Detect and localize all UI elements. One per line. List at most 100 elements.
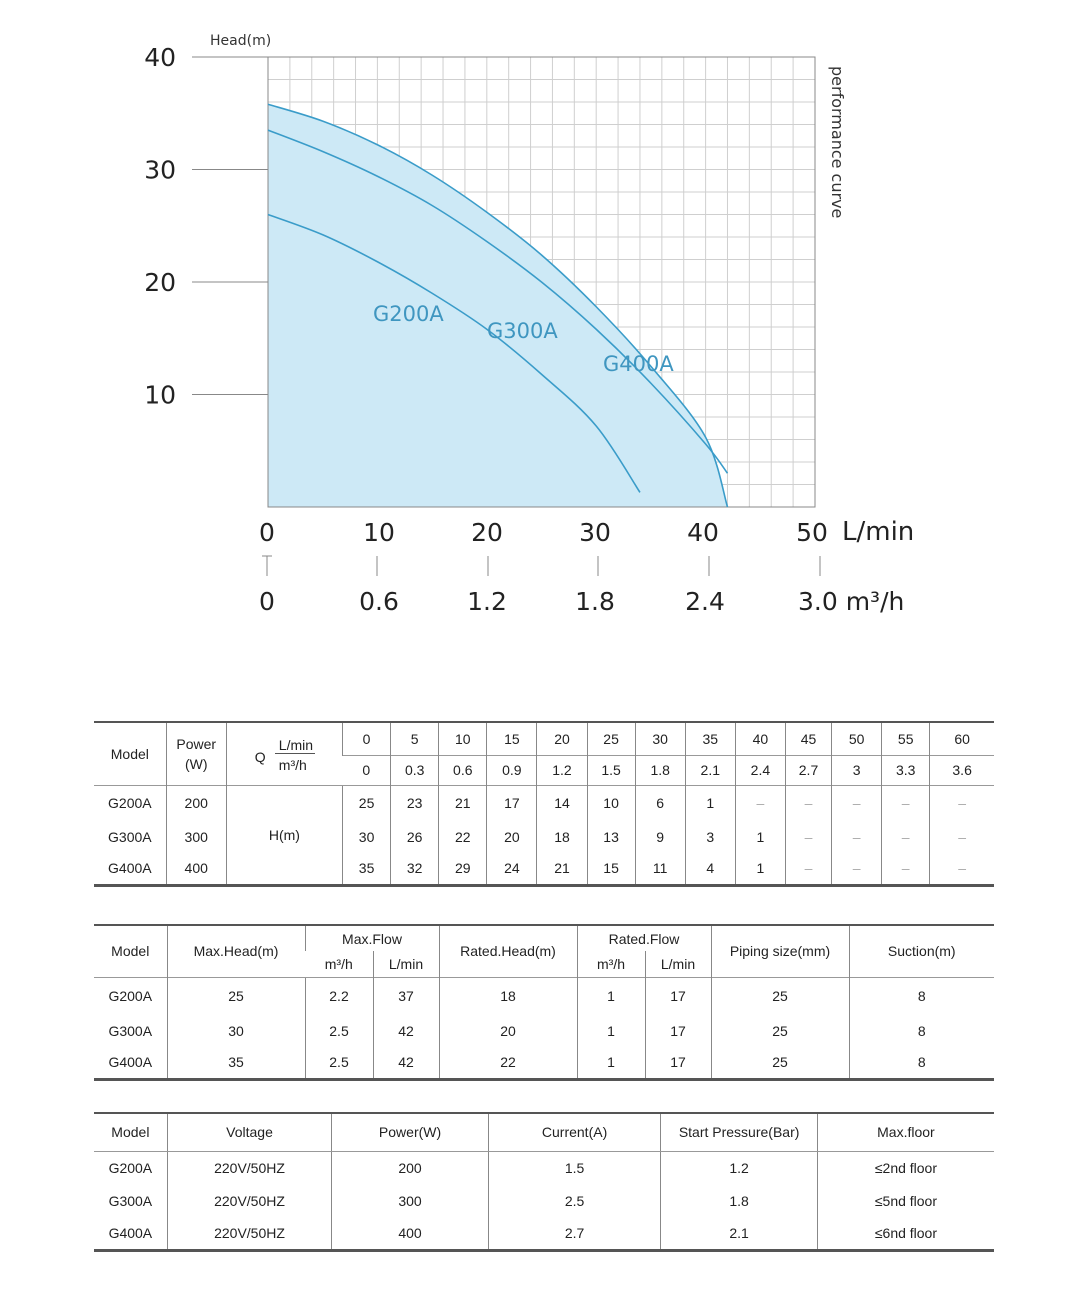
head-value-cell: –	[734, 784, 786, 821]
head-value-cell: 23	[390, 784, 439, 821]
flow-lmin-cell: 35	[684, 722, 736, 755]
header-q: Q L/min m³/h	[225, 722, 343, 785]
head-value-cell: –	[881, 784, 930, 821]
y-tick-label: 20	[144, 268, 176, 297]
start-pressure-cell: 1.2	[660, 1151, 818, 1184]
flow-lmin-cell: 60	[929, 722, 994, 755]
head-value-cell: –	[929, 784, 994, 821]
header-max-head: Max.Head(m)	[166, 925, 305, 977]
rated-flow-lmin-cell: 17	[644, 1015, 711, 1047]
head-value-cell: 32	[390, 853, 439, 885]
model-cell: G300A	[108, 1023, 153, 1039]
rated-flow-lmin-cell: 17	[644, 976, 711, 1015]
flow-lmin-cell: 20	[536, 722, 588, 755]
start-pressure-cell: 1.8	[660, 1184, 818, 1217]
table-row: G200A 25 2.2 37 18 1 17 25 8	[94, 976, 994, 1015]
head-value-cell: 30	[342, 821, 391, 853]
series-label-g400a: G400A	[603, 352, 674, 376]
y-tick-label: 10	[144, 381, 176, 410]
table-row: G300A 300 30 26 22 20 18 13 9 3 1– – – –	[94, 821, 994, 853]
head-value-cell: 1	[734, 821, 786, 853]
head-value-cell: 20	[486, 821, 537, 853]
head-value-cell: –	[881, 821, 930, 853]
flow-m3h-cell: 0	[342, 754, 391, 785]
flow-m3h-cell: 0.9	[486, 754, 537, 785]
piping-cell: 25	[710, 1047, 849, 1079]
rated-head-cell: 20	[438, 1015, 577, 1047]
head-value-cell: 21	[536, 853, 588, 885]
head-label-cell: H(m)	[225, 784, 343, 885]
flow-m3h-cell: 1.8	[634, 754, 686, 785]
model-cell: G400A	[108, 1224, 153, 1241]
max-flow-m3h-cell: 2.5	[304, 1047, 373, 1079]
header-max-floor: Max.floor	[816, 1113, 994, 1152]
header-current: Current(A)	[487, 1113, 661, 1152]
flow-lmin-cell: 45	[784, 722, 832, 755]
head-value-cell: 35	[342, 853, 391, 885]
series-line-g300a	[267, 129, 729, 474]
flow-lmin-cell: 40	[734, 722, 786, 755]
max-floor-cell: ≤2nd floor	[816, 1151, 994, 1184]
head-value-cell: –	[929, 821, 994, 853]
rated-flow-m3h-cell: 1	[576, 976, 645, 1015]
head-value-cell: –	[784, 784, 832, 821]
rated-head-cell: 18	[438, 976, 577, 1015]
max-head-cell: 35	[166, 1047, 305, 1079]
series-line-g200a	[267, 213, 641, 493]
head-value-cell: 22	[438, 821, 487, 853]
header-q-m3h: m³/h	[278, 757, 307, 773]
max-head-cell: 30	[166, 1015, 305, 1047]
head-value-cell: –	[831, 821, 882, 853]
electrical-table: Model Voltage Power(W) Current(A) Start …	[94, 1112, 994, 1252]
x-tick-label-lmin: 50	[796, 518, 828, 547]
header-rated-flow: Rated.Flow	[576, 925, 711, 951]
power-cell: 200	[165, 784, 227, 821]
header-power-label: Power	[176, 735, 217, 752]
ratings-table: Model Max.Head(m) Max.Flow Rated.Head(m)…	[94, 924, 994, 1081]
head-value-cell: 15	[586, 853, 636, 885]
x-tick-label-lmin: 30	[579, 518, 611, 547]
head-value-cell: 13	[586, 821, 636, 853]
table-row: G300A 30 2.5 42 20 1 17 25 8	[94, 1015, 994, 1047]
header-start-pressure: Start Pressure(Bar)	[660, 1113, 818, 1152]
header-rated-flow-m3h: m³/h	[576, 951, 645, 977]
x-tick-label-m3h: 1.2	[467, 587, 507, 616]
y-tick-label: 40	[144, 43, 176, 72]
model-cell: G200A	[108, 1159, 153, 1176]
start-pressure-cell: 2.1	[660, 1217, 818, 1250]
model-cell: G400A	[108, 1054, 153, 1071]
head-value-cell: 9	[634, 821, 686, 853]
flow-lmin-cell: 25	[586, 722, 636, 755]
flow-m3h-cell: 1.2	[536, 754, 588, 785]
flow-lmin-cell: 0	[342, 722, 391, 755]
flow-m3h-cell: 3	[831, 754, 882, 785]
header-max-flow-lmin: L/min	[372, 951, 439, 977]
performance-chart: 40 30 20 10 Head(m) performance curve 0 10 20…	[144, 33, 914, 616]
head-value-cell: 14	[536, 784, 588, 821]
max-flow-lmin-cell: 42	[372, 1047, 439, 1079]
current-cell: 2.7	[487, 1217, 661, 1250]
head-value-cell: 29	[438, 853, 487, 885]
flow-m3h-cell: 3.3	[881, 754, 930, 785]
x-unit-lmin: L/min	[842, 517, 914, 547]
power-cell: 300	[331, 1184, 489, 1217]
series-label-g300a: G300A	[487, 319, 558, 343]
rated-flow-m3h-cell: 1	[576, 1015, 645, 1047]
rated-flow-m3h-cell: 1	[576, 1047, 645, 1079]
flow-m3h-cell: 2.7	[784, 754, 832, 785]
voltage-cell: 220V/50HZ	[166, 1184, 332, 1217]
x-tick-label-lmin: 10	[363, 518, 395, 547]
head-value-cell: 1	[684, 784, 736, 821]
flow-lmin-cell: 5	[390, 722, 439, 755]
table-row: G200A 200 H(m) 25 23 21 17 14 10 6 1– – – – –	[94, 784, 994, 885]
header-piping: Piping size(mm)	[710, 925, 849, 977]
x-tick-label-lmin: 0	[259, 518, 275, 547]
table-row: G400A 220V/50HZ 400 2.7 2.1 ≤6nd floor	[94, 1217, 994, 1250]
head-value-cell: –	[831, 784, 882, 821]
header-power: Power (W)	[165, 722, 227, 785]
header-power-unit: (W)	[184, 755, 208, 772]
flow-lmin-cell: 30	[634, 722, 686, 755]
max-flow-m3h-cell: 2.2	[304, 976, 373, 1015]
flow-lmin-cell: 15	[486, 722, 537, 755]
max-floor-cell: ≤5nd floor	[816, 1184, 994, 1217]
